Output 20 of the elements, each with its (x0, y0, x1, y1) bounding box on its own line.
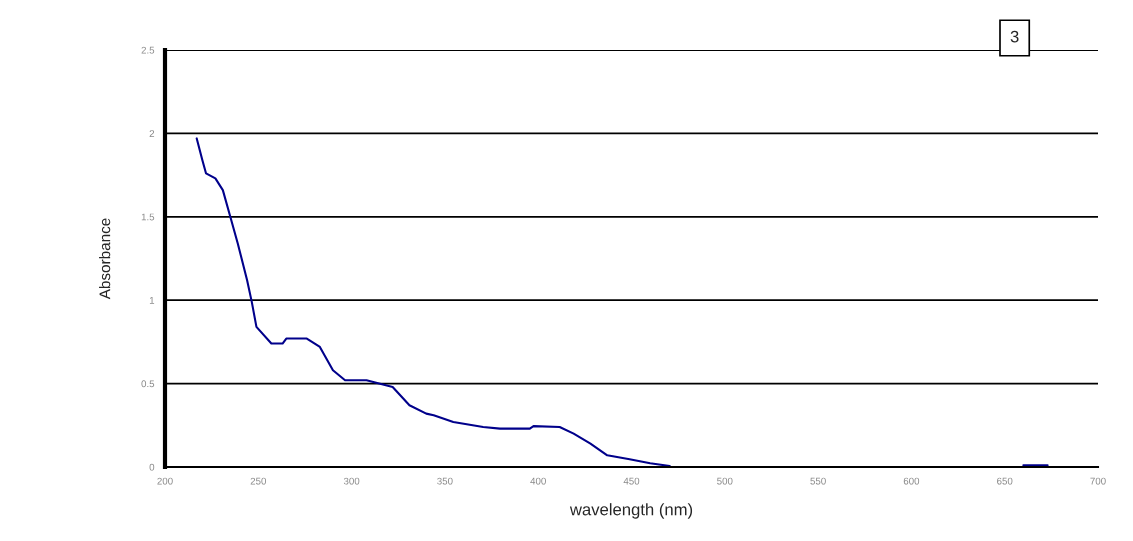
x-tick-label: 400 (530, 477, 546, 485)
x-tick-label: 300 (343, 477, 360, 485)
x-axis-title: wavelength (nm) (569, 503, 693, 519)
x-tick-label: 200 (157, 477, 173, 485)
x-tick-label: 350 (437, 477, 453, 485)
x-tick-label: 600 (903, 477, 920, 485)
y-tick-label: 2 (149, 130, 155, 137)
x-tick-label: 700 (1090, 477, 1106, 485)
y-axis-title: Absorbance (99, 218, 111, 300)
x-tick-label: 550 (810, 477, 826, 485)
y-tick-label: 0.5 (141, 380, 155, 388)
y-tick-label: 1 (149, 297, 155, 304)
x-tick-label: 250 (250, 477, 267, 485)
y-tick-label: 2.5 (141, 46, 155, 54)
x-tick-label: 650 (997, 477, 1013, 485)
x-tick-label: 500 (717, 477, 733, 485)
y-tick-label: 1.5 (141, 213, 155, 221)
text: 3 (1010, 30, 1019, 43)
y-tick-label: 0 (149, 463, 155, 471)
x-tick-label: 450 (623, 477, 640, 485)
